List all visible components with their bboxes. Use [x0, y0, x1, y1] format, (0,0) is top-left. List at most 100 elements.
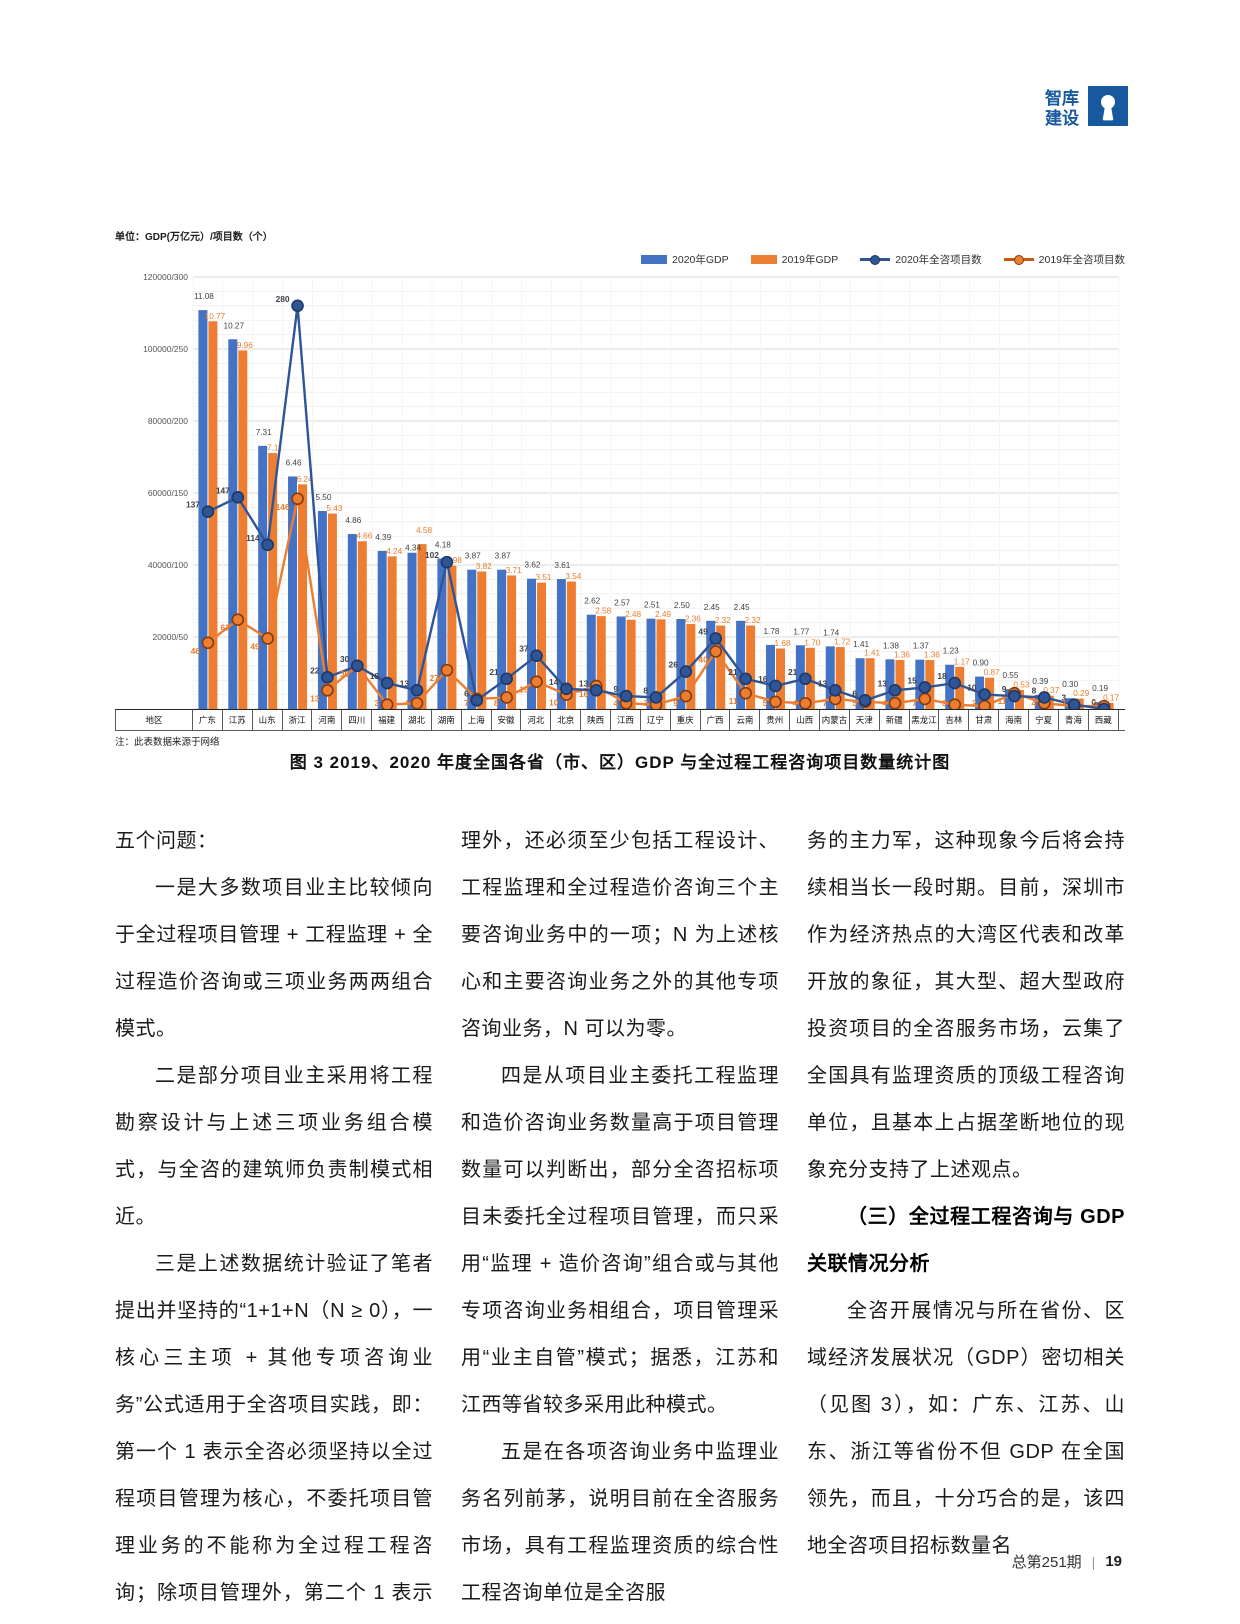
svg-text:146: 146 — [276, 502, 290, 512]
axis-cell: 湖北 — [402, 710, 432, 730]
svg-text:1.17: 1.17 — [954, 657, 970, 666]
svg-text:0.19: 0.19 — [1092, 684, 1108, 693]
svg-text:5.50: 5.50 — [315, 493, 331, 502]
svg-text:27: 27 — [430, 673, 440, 683]
legend-swatch-line-orange — [1003, 254, 1034, 265]
svg-text:8: 8 — [1032, 685, 1037, 695]
legend-swatch-bar-orange — [750, 254, 777, 264]
svg-text:13: 13 — [818, 678, 828, 688]
svg-text:6.24: 6.24 — [297, 475, 313, 484]
svg-text:137: 137 — [186, 500, 200, 510]
axis-cell: 上海 — [462, 710, 492, 730]
svg-text:1.23: 1.23 — [943, 647, 959, 656]
svg-text:7: 7 — [823, 698, 828, 708]
svg-text:11.08: 11.08 — [194, 292, 214, 301]
svg-text:10: 10 — [967, 683, 977, 693]
paragraph: 务的主力军，这种现象今后将会持续相当长一段时期。目前，深圳市作为经济热点的大湾区… — [807, 830, 1125, 1181]
axis-cell: 河北 — [521, 710, 552, 730]
svg-text:3.71: 3.71 — [506, 566, 522, 575]
svg-text:3.98: 3.98 — [446, 556, 462, 565]
axis-cell: 山东 — [253, 710, 283, 730]
axis-cell: 广东 — [193, 710, 223, 730]
svg-text:21: 21 — [728, 667, 738, 677]
svg-text:13: 13 — [579, 678, 589, 688]
svg-text:2.62: 2.62 — [584, 597, 600, 606]
svg-text:15: 15 — [908, 675, 918, 685]
svg-text:16: 16 — [758, 674, 768, 684]
svg-text:40: 40 — [698, 654, 708, 664]
svg-text:0.17: 0.17 — [1103, 693, 1119, 702]
svg-text:9: 9 — [673, 698, 678, 708]
svg-text:120000/300: 120000/300 — [143, 272, 188, 282]
svg-text:4.18: 4.18 — [435, 541, 451, 550]
svg-text:62: 62 — [220, 623, 230, 633]
svg-text:3.61: 3.61 — [554, 561, 570, 570]
svg-text:2.51: 2.51 — [644, 601, 660, 610]
logo-text-line2: 建设 — [1045, 108, 1079, 128]
svg-text:100000/250: 100000/250 — [143, 344, 188, 354]
keyhole-logo-icon — [1088, 86, 1128, 131]
axis-cell: 浙江 — [283, 710, 313, 730]
svg-text:2.45: 2.45 — [734, 603, 750, 612]
svg-text:3.87: 3.87 — [495, 552, 511, 561]
chart-legend: 2020年GDP 2019年GDP 2020年全咨项目数 2019年全咨项目数 — [115, 251, 1125, 267]
svg-text:2.32: 2.32 — [715, 616, 731, 625]
svg-text:37: 37 — [519, 644, 529, 654]
issue-number: 总第251期 — [1011, 1554, 1082, 1571]
svg-text:4: 4 — [404, 698, 409, 708]
svg-text:11: 11 — [998, 696, 1007, 706]
legend-item-2019-projects: 2019年全咨项目数 — [1003, 252, 1125, 267]
svg-text:80000/200: 80000/200 — [148, 416, 188, 426]
svg-text:11: 11 — [729, 696, 738, 706]
svg-text:14: 14 — [549, 677, 559, 687]
svg-text:8: 8 — [643, 685, 648, 695]
svg-text:2.36: 2.36 — [685, 615, 701, 624]
svg-text:10.77: 10.77 — [205, 312, 226, 321]
logo-text: 智库 建设 — [1045, 89, 1079, 129]
svg-text:3.62: 3.62 — [525, 561, 541, 570]
svg-text:7: 7 — [464, 698, 469, 708]
axis-cell: 贵州 — [760, 710, 791, 730]
svg-text:10.27: 10.27 — [224, 321, 245, 330]
svg-text:1.38: 1.38 — [883, 641, 899, 650]
svg-text:30: 30 — [340, 654, 350, 664]
article-body: 五个问题： 一是大多数项目业主比较倾向于全过程项目管理 + 工程监理 + 全过程… — [115, 818, 1125, 1624]
svg-text:4.39: 4.39 — [375, 533, 391, 542]
axis-cell: 宁夏 — [1029, 710, 1059, 730]
legend-label: 2019年GDP — [781, 253, 839, 266]
svg-text:3: 3 — [942, 698, 947, 708]
svg-text:2.45: 2.45 — [704, 603, 720, 612]
svg-text:5: 5 — [763, 698, 768, 708]
svg-text:2: 2 — [972, 698, 977, 708]
svg-text:4: 4 — [793, 698, 798, 708]
paragraph: 四是从项目业主委托工程监理和造价咨询业务数量高于项目管理数量可以判断出，部分全咨… — [461, 1065, 779, 1416]
axis-cell: 北京 — [551, 710, 582, 730]
combo-chart-plot: 120000/300100000/25080000/20060000/15040… — [143, 272, 1120, 709]
legend-marker-dot — [870, 254, 881, 265]
svg-text:1.72: 1.72 — [834, 638, 850, 647]
svg-text:0.55: 0.55 — [1002, 671, 1018, 680]
axis-cell: 黑龙江 — [910, 710, 940, 730]
chart-unit-label: 单位：GDP(万亿元）/项目数（个） — [115, 232, 273, 243]
svg-text:1.37: 1.37 — [913, 642, 929, 651]
svg-text:4.86: 4.86 — [345, 516, 361, 525]
svg-text:3.82: 3.82 — [476, 562, 492, 571]
legend-label: 2019年全咨项目数 — [1038, 253, 1125, 266]
svg-text:0.90: 0.90 — [973, 659, 989, 668]
svg-text:49: 49 — [250, 641, 260, 651]
svg-text:1.77: 1.77 — [793, 627, 809, 636]
axis-cell: 四川 — [342, 710, 373, 730]
svg-text:1.41: 1.41 — [864, 649, 880, 658]
axis-cell: 地区 — [116, 710, 193, 730]
svg-text:22: 22 — [310, 665, 320, 675]
svg-text:1.78: 1.78 — [764, 627, 780, 636]
paragraph: 五是在各项咨询业务中监理业务名列前茅，说明目前在全咨服务市场，具有工程监理资质的… — [461, 1441, 779, 1604]
svg-text:114: 114 — [246, 533, 260, 543]
axis-cell: 安徽 — [492, 710, 522, 730]
svg-text:0: 0 — [1091, 697, 1096, 707]
axis-cell: 青海 — [1059, 710, 1089, 730]
paragraph: 理外，还必须至少包括工程设计、工程监理和全过程造价咨询三个主要咨询业务中的一项；… — [461, 830, 779, 1040]
legend-marker-dot — [1013, 254, 1024, 265]
svg-text:4.34: 4.34 — [405, 543, 421, 552]
